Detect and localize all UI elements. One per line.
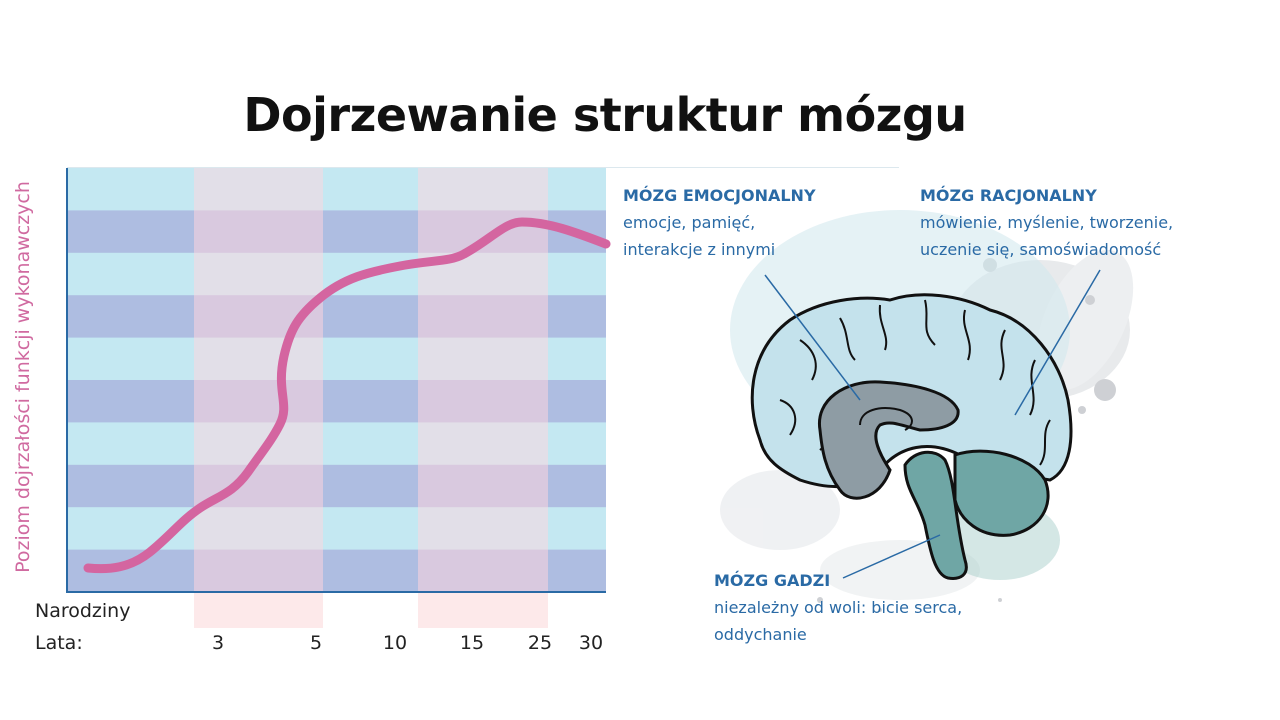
- chart-band: [418, 295, 548, 339]
- x-tick-5: 5: [309, 632, 323, 654]
- chart-band: [548, 168, 606, 211]
- chart-band: [323, 507, 418, 551]
- page-title: Dojrzewanie struktur mózgu: [243, 88, 967, 142]
- chart-band: [323, 464, 418, 508]
- label-reptilian-brain: MÓZG GADZI niezależny od woli: bicie ser…: [714, 568, 962, 648]
- limbic-system: [817, 380, 960, 500]
- chart-band: [323, 422, 418, 466]
- chart-band: [418, 464, 548, 508]
- emotional-brain-desc-2: interakcje z innymi: [623, 240, 776, 259]
- chart-band: [548, 507, 606, 551]
- rational-brain-desc-2: uczenie się, samoświadomość: [920, 240, 1162, 259]
- emotional-brain-heading: MÓZG EMOCJONALNY: [623, 186, 816, 205]
- chart-band: [67, 252, 194, 296]
- chart-band: [548, 422, 606, 466]
- cerebellum: [953, 449, 1050, 537]
- chart-band: [548, 380, 606, 423]
- chart-band: [418, 337, 548, 381]
- chart-band: [67, 168, 194, 211]
- x-label-years: Lata:: [35, 632, 83, 654]
- chart-band: [67, 422, 194, 466]
- chart-band: [323, 337, 418, 381]
- emotional-brain-desc-1: emocje, pamięć,: [623, 213, 756, 232]
- chart-band: [194, 380, 323, 423]
- chart-band: [67, 464, 194, 508]
- chart-band: [418, 549, 548, 593]
- period-highlight-3-5: [194, 592, 323, 628]
- brainstem: [903, 450, 968, 580]
- chart-band: [548, 337, 606, 381]
- brain-illustration: [720, 210, 1134, 612]
- reptilian-brain-desc-1: niezależny od woli: bicie serca,: [714, 598, 963, 617]
- chart-band: [67, 337, 194, 381]
- chart-band: [548, 549, 606, 593]
- x-tick-3: 3: [211, 632, 225, 654]
- rational-brain-heading: MÓZG RACJONALNY: [920, 186, 1097, 205]
- reptilian-brain-heading: MÓZG GADZI: [714, 571, 831, 590]
- y-axis-label: Poziom dojrzałości funkcji wykonawczych: [12, 181, 34, 573]
- pointer-emotional: [764, 274, 861, 401]
- chart-band: [418, 507, 548, 551]
- chart-band: [194, 252, 323, 296]
- chart-svg: [66, 168, 611, 628]
- label-rational-brain: MÓZG RACJONALNY mówienie, myślenie, twor…: [920, 183, 1173, 263]
- divider-line: [67, 167, 899, 168]
- label-emotional-brain: MÓZG EMOCJONALNY emocje, pamięć, interak…: [623, 183, 816, 263]
- chart-band: [194, 549, 323, 593]
- chart-band: [194, 337, 323, 381]
- chart-band: [194, 210, 323, 254]
- pointer-reptilian: [842, 534, 941, 579]
- chart-band: [418, 168, 548, 211]
- chart-band: [323, 380, 418, 423]
- chart-band: [194, 507, 323, 551]
- x-tick-10: 10: [382, 632, 408, 654]
- maturation-curve: [83, 217, 611, 574]
- chart-band: [323, 210, 418, 254]
- maturation-chart: Poziom dojrzałości funkcji wykonawczych …: [12, 168, 611, 654]
- chart-band: [548, 464, 606, 508]
- chart-band: [194, 168, 323, 211]
- reptilian-brain-desc-2: oddychanie: [714, 625, 807, 644]
- chart-band: [323, 295, 418, 339]
- chart-bands: [67, 168, 606, 593]
- x-label-birth: Narodziny: [35, 600, 131, 622]
- chart-band: [67, 210, 194, 254]
- x-tick-25: 25: [527, 632, 553, 654]
- chart-band: [418, 380, 548, 423]
- rational-brain-desc-1: mówienie, myślenie, tworzenie,: [920, 213, 1174, 232]
- x-tick-30: 30: [578, 632, 604, 654]
- chart-band: [548, 295, 606, 339]
- period-highlight-15-25: [418, 592, 548, 628]
- pointer-rational: [1014, 269, 1101, 416]
- chart-band: [548, 252, 606, 296]
- x-tick-15: 15: [459, 632, 485, 654]
- chart-band: [418, 422, 548, 466]
- chart-band: [67, 295, 194, 339]
- chart-band: [323, 549, 418, 593]
- chart-band: [323, 168, 418, 211]
- chart-band: [67, 380, 194, 423]
